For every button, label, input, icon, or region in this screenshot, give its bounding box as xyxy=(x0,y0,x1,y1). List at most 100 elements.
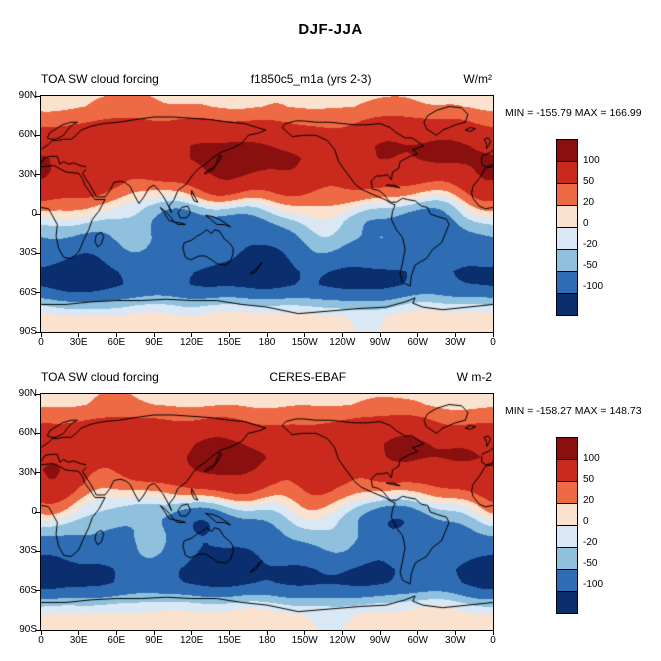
lat-tick-label: 60N xyxy=(18,129,37,141)
panel2-minmax: MIN = -158.27 MAX = 148.73 xyxy=(505,405,642,417)
colorbar-cell xyxy=(557,140,577,162)
lon-tick-label: 150E xyxy=(217,337,241,348)
lat-tick-label: 30S xyxy=(19,247,37,259)
colorbar-tick-label: -20 xyxy=(583,537,598,548)
colorbar-cell xyxy=(557,592,577,613)
lat-tick-mark xyxy=(35,393,40,395)
lon-tick-label: 180 xyxy=(258,337,276,348)
lon-tick-label: 30E xyxy=(69,337,88,348)
lon-tick-label: 90W xyxy=(369,635,391,646)
colorbar-tick-label: 20 xyxy=(583,197,595,208)
lat-tick-label: 90N xyxy=(18,388,37,399)
lon-tick-label: 120E xyxy=(179,635,204,646)
colorbar-cell xyxy=(557,162,577,184)
lon-tick-mark xyxy=(153,332,155,337)
panel1-map-canvas xyxy=(41,96,493,332)
lon-tick-label: 60E xyxy=(107,337,126,348)
panel1-header: TOA SW cloud forcing f1850c5_m1a (yrs 2-… xyxy=(41,72,492,86)
lon-tick-mark xyxy=(454,630,456,635)
lat-tick-label: 60S xyxy=(19,584,37,596)
lon-tick-label: 150W xyxy=(291,635,318,646)
lon-tick-mark xyxy=(115,630,117,635)
lat-tick-mark xyxy=(35,629,40,631)
lon-tick-mark xyxy=(304,332,306,337)
lon-tick-mark xyxy=(40,332,42,337)
colorbar-tick-label: 20 xyxy=(583,495,595,506)
lon-tick-mark xyxy=(191,332,193,337)
lat-tick-label: 0 xyxy=(3,506,37,517)
lat-tick-label: 90S xyxy=(19,624,37,635)
panel2-case-label: CERES-EBAF xyxy=(269,370,347,384)
lat-tick-mark xyxy=(35,432,40,434)
panel2-units-label: W m-2 xyxy=(456,370,492,384)
lon-tick-mark xyxy=(153,630,155,635)
lon-tick-label: 60W xyxy=(407,635,428,646)
lat-tick-mark xyxy=(35,472,40,474)
lat-tick-label: 60S xyxy=(19,286,37,298)
lon-tick-label: 120W xyxy=(329,337,356,348)
colorbar-tick-label: 100 xyxy=(583,453,600,464)
lat-tick-mark xyxy=(35,292,40,294)
lon-tick-mark xyxy=(341,332,343,337)
colorbar-tick-label: 50 xyxy=(583,176,595,187)
colorbar-cell xyxy=(557,438,577,460)
lon-tick-mark xyxy=(115,332,117,337)
lat-tick-label: 90S xyxy=(19,326,37,337)
lon-tick-label: 150W xyxy=(291,337,318,348)
panel2-variable-label: TOA SW cloud forcing xyxy=(41,370,159,384)
panel1-case-label: f1850c5_m1a (yrs 2-3) xyxy=(250,72,372,86)
lon-tick-mark xyxy=(228,332,230,337)
lon-tick-label: 180 xyxy=(258,635,276,646)
lon-tick-mark xyxy=(78,332,80,337)
colorbar-tick-label: 0 xyxy=(583,516,589,527)
colorbar-tick-label: 50 xyxy=(583,474,595,485)
lat-tick-mark xyxy=(35,331,40,333)
lat-tick-mark xyxy=(35,252,40,254)
lon-tick-label: 60E xyxy=(107,635,126,646)
lon-tick-mark xyxy=(379,630,381,635)
colorbar-cell xyxy=(557,206,577,228)
lon-tick-label: 30W xyxy=(445,635,466,646)
panel1-minmax: MIN = -155.79 MAX = 166.99 xyxy=(505,107,642,119)
lon-tick-mark xyxy=(417,332,419,337)
panel2-map-canvas xyxy=(41,394,493,630)
colorbar-cell xyxy=(557,526,577,548)
lon-tick-label: 90E xyxy=(145,337,163,348)
lat-tick-label: 90N xyxy=(18,90,37,101)
lat-tick-mark xyxy=(35,511,40,513)
lon-tick-label: 90W xyxy=(369,337,391,348)
lon-tick-mark xyxy=(78,630,80,635)
panel1-variable-label: TOA SW cloud forcing xyxy=(41,72,159,86)
colorbar-tick-label: 0 xyxy=(583,218,589,229)
panel1-units-label: W/m² xyxy=(463,72,492,86)
lon-tick-mark xyxy=(492,332,494,337)
lon-tick-mark xyxy=(191,630,193,635)
colorbar-cell xyxy=(557,570,577,592)
lat-tick-label: 30N xyxy=(18,168,37,180)
lon-tick-mark xyxy=(266,630,268,635)
lat-tick-label: 60N xyxy=(18,427,37,439)
colorbar xyxy=(556,139,578,316)
lat-tick-mark xyxy=(35,550,40,552)
lat-tick-label: 0 xyxy=(3,208,37,219)
lon-tick-label: 30W xyxy=(445,337,466,348)
lon-tick-label: 0 xyxy=(490,635,496,646)
panel1-colorbar: 100 50 20 0 -20 -50 -100 xyxy=(556,139,626,316)
lon-tick-label: 30E xyxy=(69,635,88,646)
lon-tick-mark xyxy=(341,630,343,635)
lon-tick-label: 90E xyxy=(145,635,163,646)
colorbar-cell xyxy=(557,460,577,482)
colorbar-cell xyxy=(557,184,577,206)
panel2-map: 90N60N30N030S60S90S030E60E90E120E150E180… xyxy=(19,388,496,646)
lon-tick-mark xyxy=(492,630,494,635)
lon-tick-label: 150E xyxy=(217,635,241,646)
lon-tick-label: 0 xyxy=(38,337,44,348)
lon-tick-label: 0 xyxy=(490,337,496,348)
lat-tick-mark xyxy=(35,590,40,592)
colorbar-cell xyxy=(557,294,577,315)
colorbar-cell xyxy=(557,482,577,504)
lon-tick-mark xyxy=(379,332,381,337)
lat-tick-mark xyxy=(35,213,40,215)
lat-tick-label: 30S xyxy=(19,545,37,557)
